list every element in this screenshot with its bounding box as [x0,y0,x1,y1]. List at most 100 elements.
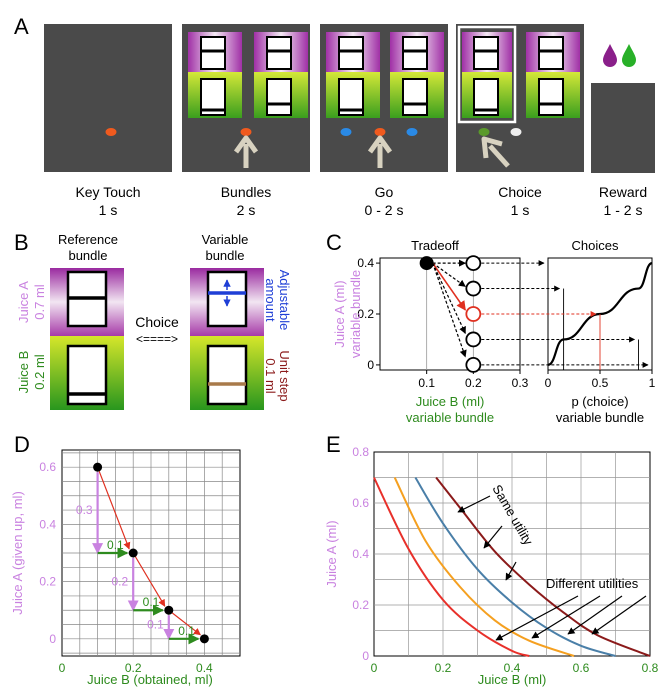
c-ytick-label: 0.4 [357,256,374,270]
d-xtick-label: 0.2 [125,661,142,675]
panel-b: B Reference bundle Variable bundle Choic… [14,230,292,410]
d-ytick-label: 0.4 [39,517,56,531]
panel-letter-c: C [326,230,342,255]
c-ylabel-line1: Juice A (ml) [332,280,347,347]
c-left-xtick-label: 0.1 [418,376,435,390]
c-ylabel-line2: variable bundle [348,270,363,358]
d-step-a-label: 0.1 [147,618,164,632]
frame-duration-reward: 1 - 2 s [604,202,643,218]
frame-label-choice: Choice [498,184,542,200]
e-xtick-label: 0.8 [642,661,659,675]
same-utility-arrow [505,561,517,581]
touch-key-dot [105,128,117,136]
frame-label-bundles: Bundles [221,184,272,200]
d-ytick-label: 0 [49,632,56,646]
variable-b-gauge [206,344,248,406]
e-ytick-label: 0.4 [352,547,369,561]
d-bundle-point [128,548,138,558]
adjustable-label-line1: Adjustable [277,270,292,331]
unit-step-label-line2: 0.1 ml [263,358,278,394]
target-dot-right [406,128,418,136]
same-utility-label: Same utility [489,482,536,548]
different-utilities-label: Different utilities [546,576,639,591]
frame-duration-choice: 1 s [511,202,530,218]
c-left-xtick-label: 0.3 [512,376,529,390]
reference-title-line1: Reference [58,232,118,247]
d-step-b-label: 0.1 [178,624,195,638]
d-ytick-label: 0.2 [39,575,56,589]
juice-a-drop-icon [603,44,617,67]
d-bundle-point [164,605,174,615]
indifference-curve [373,477,530,657]
different-utilities-arrow [495,595,579,641]
tradeoff-arrow [432,262,466,287]
panel-letter-d: D [14,432,30,457]
e-ytick-label: 0.8 [352,445,369,459]
panel-letter-a: A [14,14,29,39]
d-tradeoff-arrow [168,609,201,636]
c-xlabel-right-line1: p (choice) [571,394,628,409]
bundle-pair-choice [462,32,580,118]
d-xlabel: Juice B (obtained, ml) [87,672,213,687]
d-ytick-label: 0.6 [39,460,56,474]
adjustable-label-line2: amount [263,278,278,322]
same-utility-arrow [483,525,503,549]
c-right-xtick-label: 0.5 [592,376,609,390]
e-xtick-label: 0.6 [573,661,590,675]
d-bundle-point [93,462,103,472]
frame-label-reward: Reward [599,184,647,200]
frame-duration-key-touch: 1 s [99,202,118,218]
indifference-curve [393,477,575,657]
bundle-pair-go [326,32,444,118]
juice-b-drop-icon [622,44,636,67]
d-tradeoff-arrow [132,552,166,607]
e-ylabel: Juice A (ml) [324,520,339,587]
panel-d: D 0 0.2 0.4 0 0.2 0.4 0.6 0.3 0.1 0.2 0.1 0.1 0.1 J… [10,432,241,687]
chosen-frame [457,25,517,124]
bundle-pair-bundles [188,32,308,118]
panel-letter-b: B [14,230,29,255]
frame-label-go: Go [375,184,394,200]
c-ytick-label: 0 [367,358,374,372]
indifference-curve [414,476,616,657]
frame-duration-bundles: 2 s [237,202,256,218]
d-tradeoff-arrow [97,466,131,550]
c-xlabel-left-line2: variable bundle [406,410,494,425]
e-ytick-label: 0.2 [352,598,369,612]
d-step-a-label: 0.2 [112,575,129,589]
choice-label: Choice [135,314,179,330]
same-utility-arrow [457,495,491,513]
d-step-b-label: 0.1 [143,595,160,609]
touch-key-dot [374,128,386,136]
screen-reward [591,83,655,173]
panel-letter-e: E [326,432,341,457]
panel-c: C Tradeoff Choices 0 0.2 0.4 0.1 0.2 0.3 0 0.5 1… [326,230,656,425]
variable-bundle-point [465,255,482,271]
variable-title-line2: bundle [205,248,244,263]
choice-arrow-label: <====> [136,332,178,346]
variable-bundle-point [465,280,482,297]
reference-title-line2: bundle [68,248,107,263]
touch-key-dot [240,128,252,136]
d-step-b-label: 0.1 [107,538,124,552]
variable-bundle-point [465,331,482,348]
d-bundle-point [199,634,209,644]
d-ylabel: Juice A (given up, ml) [10,491,25,615]
juice-b-label: Juice B [16,351,31,394]
panel-e: E 0 0.2 0.4 0.6 0.8 0 0.2 0.4 0.6 0.8 Juice A (ml… [324,432,659,687]
e-xtick-label: 0.4 [504,661,521,675]
tradeoff-arrow [432,262,466,311]
e-xtick-label: 0 [371,661,378,675]
hand-arrow-icon [233,135,259,168]
choices-title: Choices [572,238,619,253]
juice-a-amount: 0.7 ml [32,284,47,320]
c-left-xtick-label: 0.2 [465,376,482,390]
c-ytick-label: 0.2 [357,307,374,321]
tradeoff-title: Tradeoff [411,238,459,253]
variable-bundle-point [465,306,482,322]
unchosen-target-dot [510,128,522,136]
different-utilities-arrow [591,595,647,635]
different-utilities-arrow [531,595,601,639]
c-right-xtick-label: 1 [649,376,656,390]
